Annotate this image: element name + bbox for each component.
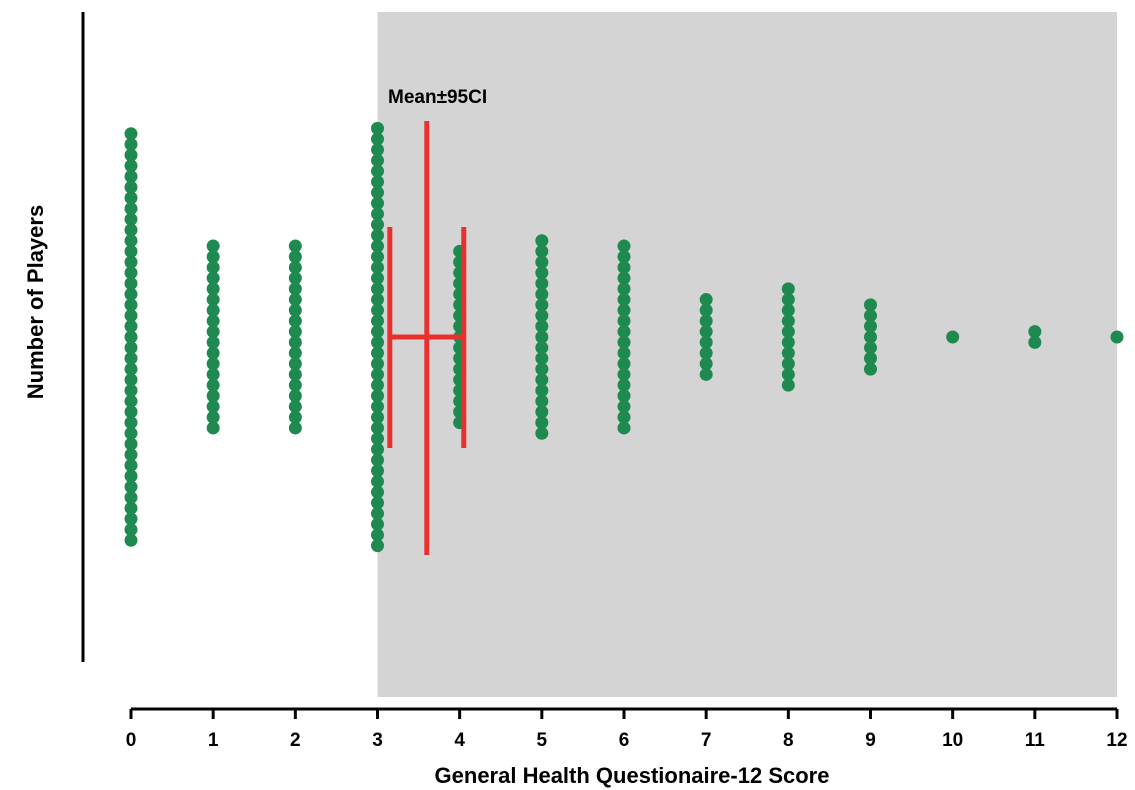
shaded-region xyxy=(378,12,1118,697)
player-dot xyxy=(864,363,877,376)
player-dot xyxy=(1028,336,1041,349)
x-tick-label: 2 xyxy=(290,730,301,751)
x-tick-label: 4 xyxy=(454,730,465,751)
x-tick-label: 8 xyxy=(783,730,794,751)
x-ticks-layer: 0 1 2 3 4 5 6 7 8 9 10 11 12 xyxy=(126,709,1128,751)
x-tick-label: 11 xyxy=(1025,730,1046,751)
x-tick-label: 12 xyxy=(1106,730,1127,751)
player-dot xyxy=(700,368,713,381)
x-tick-label: 0 xyxy=(126,730,137,751)
player-dot xyxy=(946,331,959,344)
x-tick-label: 10 xyxy=(942,730,963,751)
player-dot xyxy=(125,534,138,547)
player-dot xyxy=(1111,331,1124,344)
player-dot xyxy=(371,539,384,552)
background-layer xyxy=(378,12,1118,697)
x-tick-label: 1 xyxy=(208,730,219,751)
player-dot xyxy=(207,421,220,434)
y-axis-title: Number of Players xyxy=(23,205,48,399)
summary-annotation: Mean±95CI xyxy=(388,87,487,108)
player-dot xyxy=(782,379,795,392)
player-dot xyxy=(289,421,302,434)
x-tick-label: 5 xyxy=(537,730,548,751)
player-dot xyxy=(618,421,631,434)
x-tick-label: 7 xyxy=(701,730,712,751)
x-tick-label: 6 xyxy=(619,730,630,751)
x-tick-label: 9 xyxy=(865,730,876,751)
player-dot xyxy=(535,427,548,440)
x-tick-label: 3 xyxy=(372,730,383,751)
x-axis-title: General Health Questionaire-12 Score xyxy=(435,763,830,788)
